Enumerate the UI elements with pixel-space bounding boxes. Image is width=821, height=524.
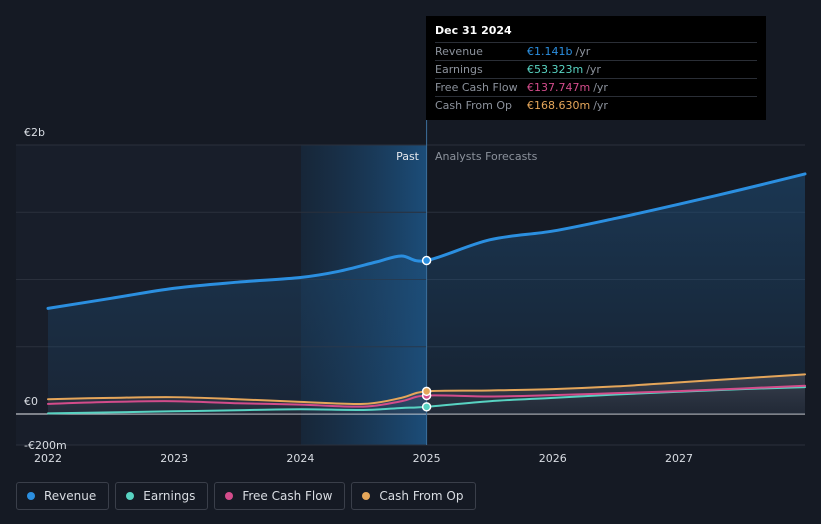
legend-item-cash-from-op[interactable]: Cash From Op: [351, 482, 477, 510]
tooltip-value: €168.630m: [527, 99, 591, 112]
legend-label: Earnings: [143, 489, 196, 503]
earnings-dot-icon: [126, 492, 135, 500]
highlight-points: [421, 255, 432, 412]
legend-label: Cash From Op: [379, 489, 464, 503]
tooltip-date: Dec 31 2024: [435, 24, 512, 37]
series-lines: [46, 172, 807, 415]
x-tick-label: 2025: [413, 452, 441, 465]
tooltip-label: Cash From Op: [435, 99, 513, 112]
x-tick-label: 2022: [34, 452, 62, 465]
tooltip-unit: /yr: [593, 81, 608, 94]
tooltip-row-earnings: Earnings €53.323m /yr: [435, 60, 757, 78]
x-tick-label: 2027: [665, 452, 693, 465]
past-label: Past: [396, 150, 420, 163]
tooltip-label: Revenue: [435, 45, 483, 58]
legend-item-revenue[interactable]: Revenue: [16, 482, 110, 510]
cash-from-op-dot-icon: [362, 492, 371, 500]
tooltip-value: €137.747m: [527, 81, 591, 94]
x-axis-labels: 2022 2023 2024 2025 2026 2027: [34, 452, 693, 465]
legend: Revenue Earnings Free Cash Flow Cash Fro…: [16, 482, 477, 510]
highlight-point: [421, 386, 432, 397]
free-cash-flow-dot-icon: [225, 492, 234, 500]
legend-label: Free Cash Flow: [242, 489, 333, 503]
highlight-point: [421, 255, 432, 266]
legend-item-free-cash-flow[interactable]: Free Cash Flow: [214, 482, 346, 510]
tooltip-unit: /yr: [586, 63, 601, 76]
tooltip-row-revenue: Revenue €1.141b /yr: [435, 42, 757, 60]
legend-item-earnings[interactable]: Earnings: [115, 482, 209, 510]
x-tick-label: 2024: [286, 452, 314, 465]
tooltip-label: Free Cash Flow: [435, 81, 518, 94]
y-tick-label: -€200m: [24, 439, 67, 452]
tooltip-label: Earnings: [435, 63, 483, 76]
series-line-revenue: [46, 172, 807, 310]
y-tick-label: €0: [24, 395, 38, 408]
series-line-free-cash-flow: [47, 384, 806, 408]
x-tick-label: 2026: [539, 452, 567, 465]
forecast-label: Analysts Forecasts: [435, 150, 538, 163]
series-line-cash-from-op: [47, 373, 806, 406]
legend-label: Revenue: [44, 489, 97, 503]
tooltip: Dec 31 2024 Revenue €1.141b /yr Earnings…: [426, 16, 766, 120]
highlight-point: [421, 402, 432, 412]
tooltip-value: €53.323m: [527, 63, 584, 76]
tooltip-row-free-cash-flow: Free Cash Flow €137.747m /yr: [435, 78, 757, 96]
tooltip-value: €1.141b: [527, 45, 573, 58]
revenue-dot-icon: [27, 492, 35, 500]
tooltip-row-cash-from-op: Cash From Op €168.630m /yr: [435, 96, 757, 114]
tooltip-unit: /yr: [593, 99, 608, 112]
tooltip-unit: /yr: [575, 45, 591, 58]
y-tick-label: €2b: [24, 126, 45, 139]
x-tick-label: 2023: [160, 452, 188, 465]
y-axis-labels: €2b €0 -€200m: [24, 126, 67, 452]
